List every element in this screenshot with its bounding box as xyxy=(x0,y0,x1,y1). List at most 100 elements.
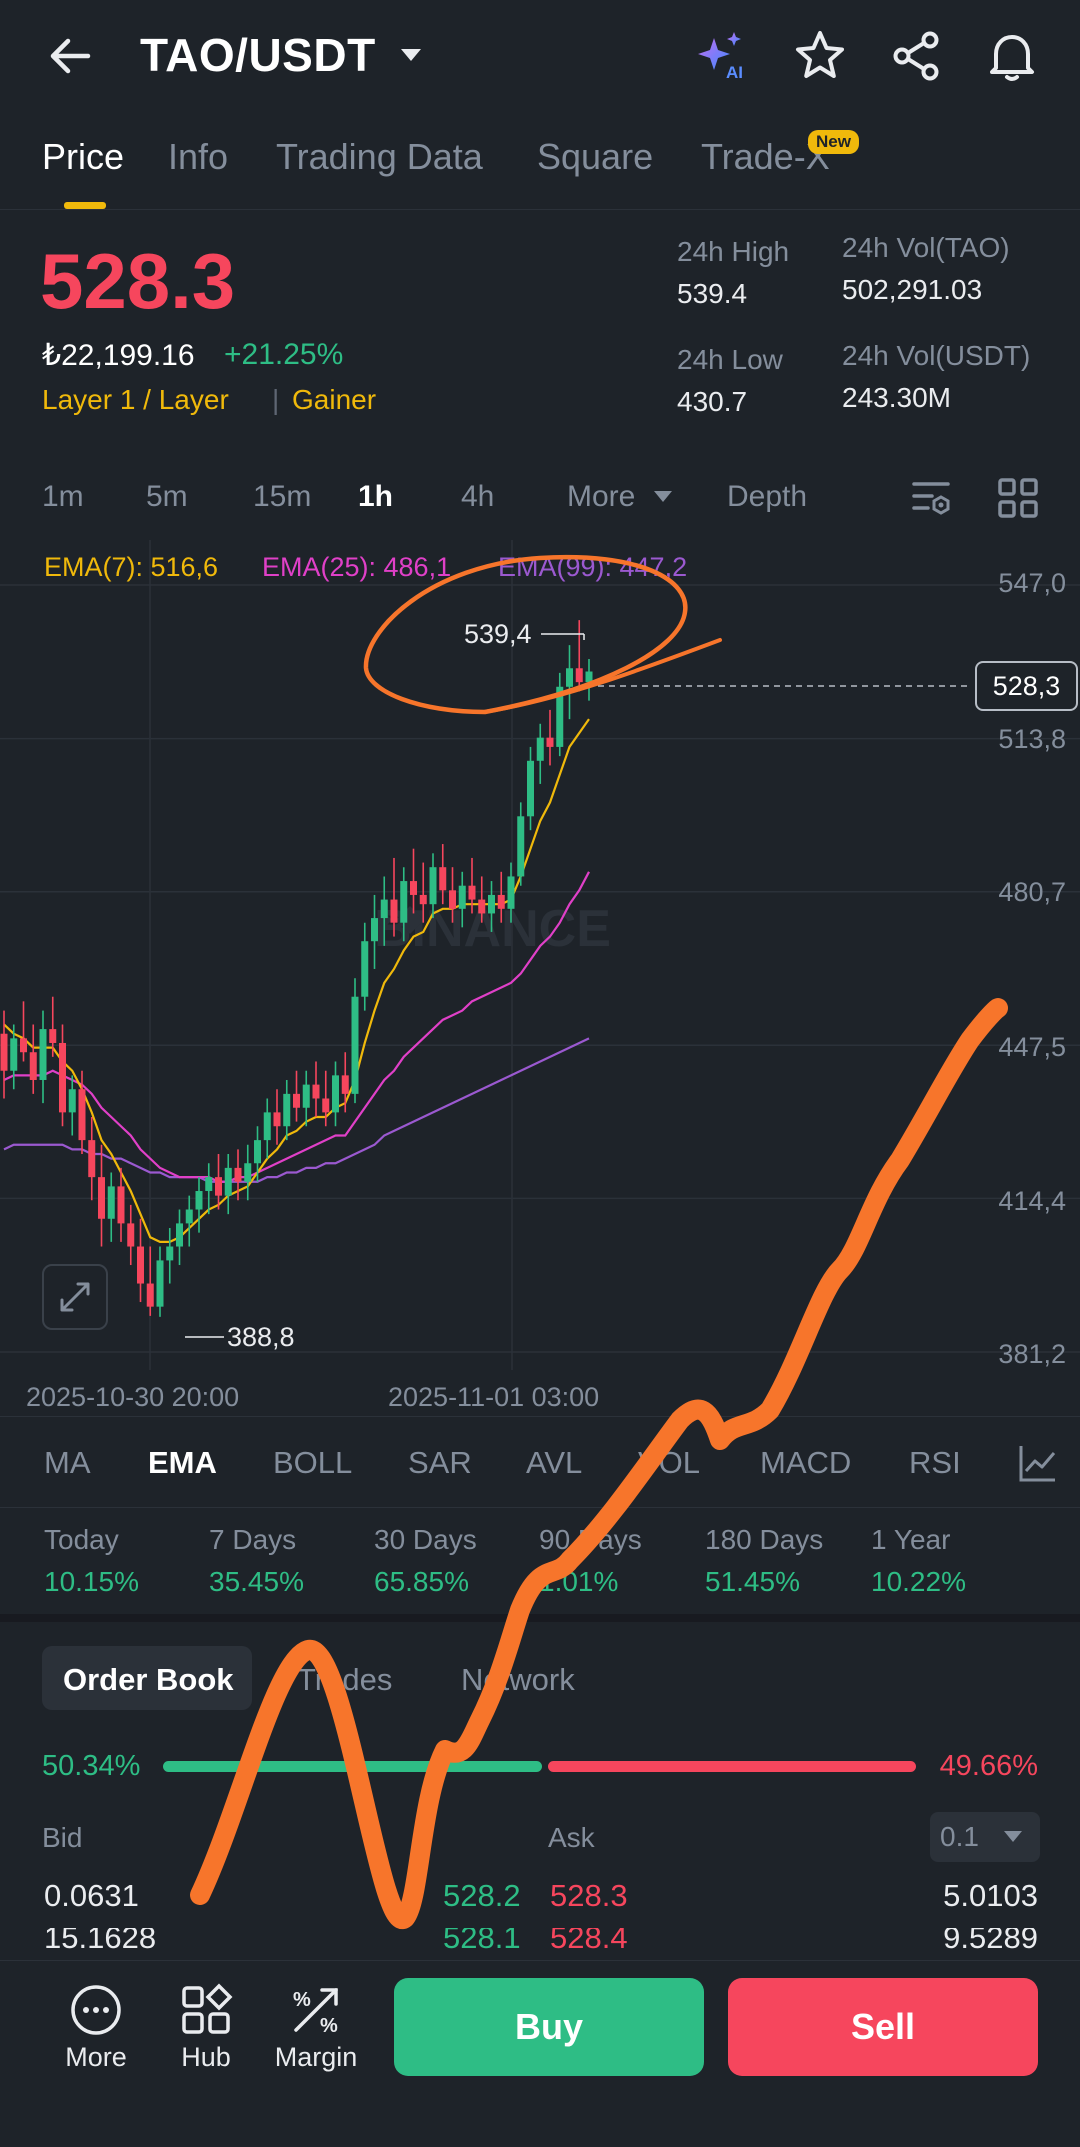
y-axis-label: 414,4 xyxy=(998,1186,1066,1216)
candle-body xyxy=(410,881,417,895)
candle-body xyxy=(575,668,583,683)
indicator-ema[interactable]: EMA xyxy=(148,1445,217,1480)
candle xyxy=(10,1024,18,1090)
tag-separator: | xyxy=(272,384,280,415)
margin-icon[interactable]: % % xyxy=(288,1982,344,2038)
candle-body xyxy=(556,686,564,747)
candle-body xyxy=(166,1246,174,1261)
candle xyxy=(478,876,486,923)
category-tag[interactable]: Layer 1 / Layer xyxy=(42,384,229,415)
more-dots-icon[interactable] xyxy=(68,1982,124,2038)
bid-price[interactable]: 528.2 xyxy=(443,1878,521,1913)
candle-body xyxy=(439,867,447,891)
price-step-select[interactable]: 0.1 xyxy=(930,1812,1040,1862)
candle-body xyxy=(400,881,408,923)
hub-icon[interactable] xyxy=(178,1982,234,2038)
candle-body xyxy=(546,737,554,747)
low-label: 24h Low xyxy=(677,344,783,375)
interval-more[interactable]: More xyxy=(567,480,636,513)
low-value: 430.7 xyxy=(677,386,748,417)
bid-price[interactable]: 528.1 xyxy=(443,1928,521,1952)
interval-1m[interactable]: 1m xyxy=(42,480,84,513)
sell-button[interactable]: Sell xyxy=(728,1978,1038,2076)
vol-usdt-label: 24h Vol(USDT) xyxy=(842,340,1031,371)
chart-settings-icon[interactable] xyxy=(910,476,954,520)
candle-body xyxy=(215,1177,222,1196)
hub-label[interactable]: Hub xyxy=(181,2042,231,2072)
tab-square[interactable]: Square xyxy=(537,136,654,177)
ask-qty[interactable]: 5.0103 xyxy=(943,1878,1038,1913)
buy-button[interactable]: Buy xyxy=(394,1978,704,2076)
candle-body xyxy=(517,816,525,877)
candle-body xyxy=(390,899,398,923)
tab-trades[interactable]: Trades xyxy=(297,1662,393,1697)
indicator-settings-icon[interactable] xyxy=(1016,1441,1060,1485)
interval-5m[interactable]: 5m xyxy=(146,480,188,513)
candle xyxy=(410,848,417,914)
candle-body xyxy=(39,1029,47,1080)
tab-price[interactable]: Price xyxy=(42,136,125,177)
y-axis-label: 480,7 xyxy=(998,877,1066,907)
interval-15m[interactable]: 15m xyxy=(253,480,312,513)
fullscreen-button[interactable] xyxy=(42,1264,108,1330)
high-marker-label: 539,4 xyxy=(464,619,532,649)
ask-price[interactable]: 528.3 xyxy=(550,1878,628,1913)
candlestick-chart[interactable]: BINANCE 539,4 388,8 xyxy=(0,540,1080,1370)
candle-body xyxy=(371,918,378,942)
pair-selector[interactable]: TAO/USDT xyxy=(140,29,376,81)
candle xyxy=(556,672,564,757)
indicator-ma[interactable]: MA xyxy=(44,1445,91,1480)
candle-body xyxy=(0,1033,8,1071)
indicator-boll[interactable]: BOLL xyxy=(273,1445,353,1480)
candle xyxy=(39,1010,47,1104)
candle xyxy=(585,659,593,701)
more-caret-icon[interactable] xyxy=(652,488,674,506)
candle xyxy=(29,1024,37,1094)
candle xyxy=(98,1144,105,1247)
indicator-rsi[interactable]: RSI xyxy=(909,1445,961,1480)
caret-down-icon[interactable] xyxy=(398,44,424,66)
candle xyxy=(127,1204,135,1266)
tab-trading-data[interactable]: Trading Data xyxy=(276,136,483,177)
candle-body xyxy=(497,894,505,909)
indicator-vol[interactable]: VOL xyxy=(638,1445,701,1480)
bell-notification-icon[interactable] xyxy=(982,26,1042,86)
candle xyxy=(429,853,437,919)
more-label[interactable]: More xyxy=(65,2042,127,2072)
layout-grid-icon[interactable] xyxy=(996,476,1040,520)
bid-header: Bid xyxy=(42,1822,83,1853)
candle-body xyxy=(302,1084,310,1108)
candle-body xyxy=(351,996,359,1094)
tab-order-book[interactable]: Order Book xyxy=(63,1662,234,1697)
candle-body xyxy=(98,1177,105,1219)
share-icon[interactable] xyxy=(886,26,946,86)
indicator-avl[interactable]: AVL xyxy=(526,1445,583,1480)
back-arrow-icon[interactable] xyxy=(40,26,100,86)
candle-body xyxy=(419,894,427,905)
depth-tab[interactable]: Depth xyxy=(727,480,808,513)
indicator-sar[interactable]: SAR xyxy=(408,1445,472,1480)
candle xyxy=(439,844,447,905)
margin-label[interactable]: Margin xyxy=(274,2042,358,2072)
candle xyxy=(244,1144,252,1201)
bid-qty[interactable]: 15.1628 xyxy=(44,1928,157,1952)
ask-price[interactable]: 528.4 xyxy=(550,1928,628,1952)
interval-4h[interactable]: 4h xyxy=(461,480,495,513)
candle xyxy=(575,620,583,692)
candle-body xyxy=(468,885,476,900)
perf-value: 10.15% xyxy=(44,1566,139,1597)
bid-qty[interactable]: 0.0631 xyxy=(44,1878,139,1913)
candle xyxy=(185,1195,193,1247)
interval-1h[interactable]: 1h xyxy=(358,480,394,513)
ai-sparkle-icon[interactable]: AI xyxy=(692,26,752,86)
star-favorite-icon[interactable] xyxy=(790,26,850,86)
candle xyxy=(137,1218,144,1303)
indicator-macd[interactable]: MACD xyxy=(760,1445,852,1480)
gainer-tag[interactable]: Gainer xyxy=(292,384,377,415)
ask-qty[interactable]: 9.5289 xyxy=(943,1928,1038,1952)
tab-info[interactable]: Info xyxy=(168,136,229,177)
perf-value: 65.85% xyxy=(374,1566,469,1597)
tab-network[interactable]: Network xyxy=(461,1662,575,1697)
candle-body xyxy=(117,1186,125,1224)
candle-body xyxy=(127,1223,135,1247)
